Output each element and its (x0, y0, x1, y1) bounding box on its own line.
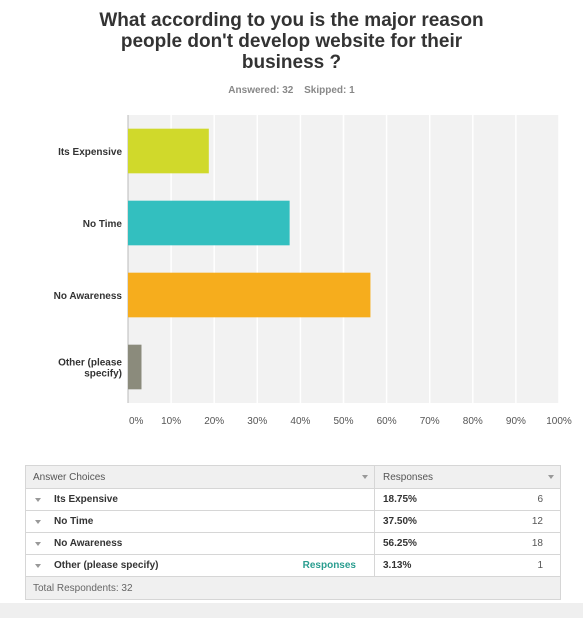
response-count: 6 (537, 494, 543, 505)
category-label: specify) (84, 369, 122, 380)
answer-choice: No Time (54, 516, 94, 527)
x-tick-label: 90% (506, 416, 526, 427)
x-tick-label: 30% (247, 416, 267, 427)
question-title: What according to you is the major reaso… (60, 10, 523, 73)
expand-caret-icon[interactable] (35, 563, 41, 568)
response-percent: 18.75% (383, 494, 417, 505)
response-percent: 37.50% (383, 516, 417, 527)
expand-caret-icon[interactable] (35, 541, 41, 546)
answer-choice: No Awareness (54, 538, 123, 549)
total-respondents: Total Respondents: 32 (26, 577, 560, 599)
answer-table: Answer Choices Responses Its Expensive 1… (25, 465, 561, 600)
x-tick-label: 70% (420, 416, 440, 427)
response-stats: Answered: 32 Skipped: 1 (0, 85, 583, 96)
table-row: Its Expensive 18.75% 6 (26, 489, 560, 511)
category-label: No Time (83, 219, 123, 230)
answer-choices-header[interactable]: Answer Choices (26, 466, 375, 488)
x-tick-label: 40% (290, 416, 310, 427)
bar-chart: 0% 10% 20% 30% 40% 50% 60% 70% 80% 90% 100% Its Exp… (54, 115, 572, 427)
response-percent: 3.13% (383, 560, 412, 571)
answer-choice: Other (please specify) (54, 560, 159, 571)
answer-choices-header-label: Answer Choices (33, 471, 106, 483)
footer-bar (0, 603, 583, 618)
response-count: 12 (531, 516, 543, 527)
x-tick-label: 100% (546, 416, 572, 427)
x-tick-label: 0% (129, 416, 144, 427)
responses-header-label: Responses (383, 471, 434, 483)
x-tick-label: 50% (333, 416, 353, 427)
response-count: 1 (537, 560, 543, 571)
responses-header[interactable]: Responses (375, 466, 560, 488)
responses-link[interactable]: Responses (302, 560, 356, 571)
bar (128, 128, 209, 174)
response-count: 18 (531, 538, 543, 549)
table-header: Answer Choices Responses (26, 466, 560, 489)
table-row: No Time 37.50% 12 (26, 511, 560, 533)
bar (128, 344, 142, 390)
response-percent: 56.25% (383, 538, 417, 549)
question-title-line: people don't develop website for their (120, 31, 463, 52)
x-tick-label: 80% (463, 416, 483, 427)
sort-icon[interactable] (362, 475, 368, 479)
question-title-line: business ? (241, 52, 342, 73)
x-tick-label: 60% (377, 416, 397, 427)
expand-caret-icon[interactable] (35, 519, 41, 524)
bar (128, 272, 371, 318)
category-label: No Awareness (54, 291, 123, 302)
bar (128, 200, 290, 246)
x-tick-label: 20% (204, 416, 224, 427)
skipped-count: Skipped: 1 (304, 85, 355, 96)
expand-caret-icon[interactable] (35, 497, 41, 502)
category-label: Its Expensive (58, 147, 122, 158)
table-row: Other (please specify) Responses 3.13% 1 (26, 555, 560, 577)
answer-choice: Its Expensive (54, 494, 118, 505)
answered-count: Answered: 32 (228, 85, 294, 96)
x-tick-label: 10% (161, 416, 181, 427)
category-label: Other (please (58, 358, 122, 369)
table-row: No Awareness 56.25% 18 (26, 533, 560, 555)
sort-icon[interactable] (548, 475, 554, 479)
question-title-line: What according to you is the major reaso… (99, 10, 484, 31)
